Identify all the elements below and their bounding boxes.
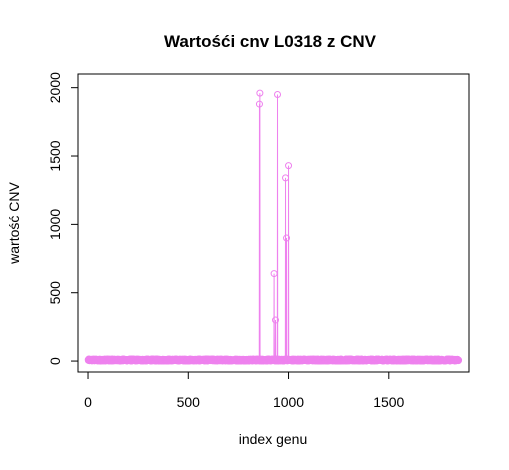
data-point: [272, 316, 280, 324]
y-axis-label: wartość CNV: [6, 181, 22, 264]
y-tick-label: 1000: [47, 209, 63, 240]
data-point: [256, 89, 264, 97]
data-point: [282, 174, 290, 182]
data-point: [255, 100, 263, 108]
data-point: [270, 270, 278, 278]
x-axis-label: index genu: [239, 431, 308, 447]
x-tick-label: 0: [84, 394, 92, 410]
x-tick-label: 1500: [373, 394, 404, 410]
x-tick-label: 500: [177, 394, 201, 410]
data-point: [274, 91, 282, 98]
y-tick-label: 0: [47, 357, 63, 365]
y-tick-label: 2000: [47, 72, 63, 103]
series-path: [87, 93, 460, 364]
y-tick-label: 500: [47, 281, 63, 305]
x-tick-label: 1000: [273, 394, 304, 410]
data-point: [455, 356, 463, 364]
chart-title: Wartośći cnv L0318 z CNV: [164, 32, 377, 51]
x-axis: 0 500 1000 1500: [84, 371, 405, 410]
series-line: [87, 93, 460, 364]
data-point: [283, 234, 291, 242]
y-axis: 0 500 1000 1500 2000: [47, 72, 79, 365]
y-tick-label: 1500: [47, 140, 63, 171]
series-points: [84, 89, 463, 365]
data-point: [285, 162, 293, 170]
